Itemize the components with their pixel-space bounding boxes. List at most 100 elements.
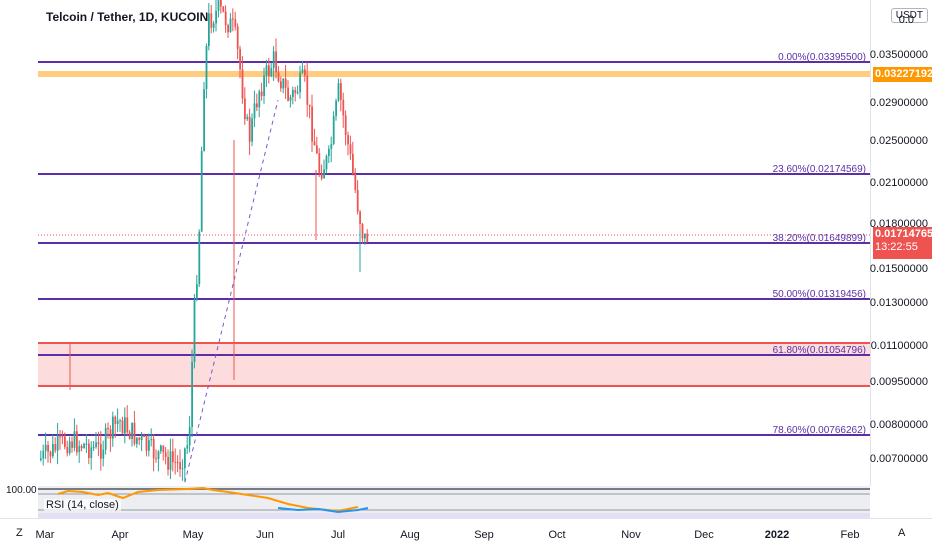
candle-body	[301, 69, 304, 73]
rsi-pane[interactable]: RSI (14, close)	[38, 486, 870, 518]
candle-body	[224, 11, 227, 26]
candle-body	[222, 6, 225, 12]
candle-body	[116, 420, 119, 424]
candle-body	[318, 153, 321, 173]
candle-body	[95, 442, 97, 448]
candle-body	[203, 89, 205, 152]
candle-body	[217, 0, 220, 11]
candle-body	[265, 65, 268, 76]
candle-body	[220, 0, 222, 7]
candle-body	[100, 444, 102, 459]
chart-area[interactable]: 0.00%(0.03395500) 23.60%(0.02174569) 38.20…	[38, 0, 870, 486]
candle-body	[344, 115, 347, 136]
candle-body	[152, 438, 155, 459]
candle-body	[49, 451, 52, 457]
candle-body	[85, 443, 88, 445]
candle-body	[212, 23, 215, 28]
candle-body	[76, 431, 78, 453]
candle-body	[268, 65, 270, 77]
trend-line	[183, 99, 279, 486]
candle-body	[234, 19, 237, 27]
candle-body	[253, 103, 256, 119]
time-label-jul: Jul	[330, 529, 346, 541]
candle-body	[308, 104, 311, 107]
candle-body	[239, 48, 241, 70]
candle-body	[114, 416, 117, 424]
price-tick: 0.03500000	[869, 49, 928, 61]
candle-body	[66, 446, 69, 454]
candle-body	[155, 458, 157, 460]
candle-body	[316, 145, 318, 154]
candle-body	[299, 72, 301, 93]
price-tick: 0.0	[898, 14, 914, 26]
candle-body	[184, 448, 186, 469]
candle-body	[68, 441, 71, 454]
candle-body	[188, 427, 191, 446]
candle-body	[208, 13, 210, 47]
candle-body	[275, 51, 277, 73]
fib-level-label: 23.60%(0.02174569)	[773, 164, 866, 175]
candle-body	[128, 432, 131, 440]
rsi-indicator-label[interactable]: RSI (14, close)	[44, 499, 121, 511]
candle-body	[169, 451, 172, 470]
candle-body	[133, 422, 136, 444]
candle-body	[323, 169, 325, 179]
left-strip	[0, 0, 38, 550]
candle-body	[42, 450, 45, 459]
candle-body	[337, 83, 340, 101]
candle-body	[172, 451, 174, 462]
candle-body	[256, 103, 258, 108]
candle-body	[92, 447, 95, 449]
time-label-2022: 2022	[764, 529, 790, 541]
candle-body	[136, 437, 138, 444]
candle-body	[277, 72, 280, 82]
candle-body	[210, 13, 213, 28]
candle-body	[229, 18, 232, 33]
candle-body	[97, 442, 100, 445]
candle-body	[335, 100, 337, 117]
price-tick: 0.00950000	[869, 376, 928, 388]
candle-body	[263, 75, 265, 96]
time-label-dec: Dec	[694, 529, 714, 541]
time-label-nov: Nov	[621, 529, 641, 541]
candle-body	[320, 172, 323, 179]
time-label-aug: Aug	[400, 529, 420, 541]
candle-body	[227, 25, 229, 33]
time-label-mar: Mar	[35, 529, 55, 541]
time-label-may: May	[182, 529, 204, 541]
candle-body	[176, 462, 179, 464]
candle-body	[186, 445, 189, 449]
candle-body	[150, 438, 153, 441]
candle-body	[366, 233, 369, 243]
auto-scale-a-button[interactable]: A	[898, 527, 906, 539]
fib-level-label: 78.60%(0.00766262)	[773, 425, 866, 436]
chart-canvas[interactable]: 0.00%(0.03395500) 23.60%(0.02174569) 38.20…	[38, 0, 870, 486]
candle-body	[73, 431, 76, 448]
candle-body	[107, 427, 109, 430]
candle-body	[364, 233, 366, 239]
candle-body	[215, 10, 217, 24]
candle-body	[280, 81, 282, 89]
candle-body	[157, 451, 160, 460]
symbol-title[interactable]: Telcoin / Tether, 1D, KUCOIN	[46, 10, 209, 24]
candle-body	[78, 446, 81, 453]
auto-scale-z-button[interactable]: Z	[16, 527, 23, 539]
candle-body	[193, 299, 196, 362]
support-zone	[38, 343, 870, 386]
candle-body	[131, 422, 133, 440]
candle-body	[328, 148, 330, 157]
candle-body	[354, 174, 357, 190]
currency-badge[interactable]: USDT	[890, 8, 928, 23]
price-scale[interactable]: USDT 0.0 0.03500000 0.02900000 0.0250000…	[870, 0, 932, 486]
candle-body	[258, 91, 261, 108]
candle-body	[361, 223, 364, 239]
candle-body	[330, 144, 333, 149]
candle-body	[200, 151, 203, 232]
candle-body	[148, 440, 150, 451]
candle-body	[244, 98, 246, 120]
time-axis[interactable]: Z Mar Apr May Jun Jul Aug Sep Oct Nov De…	[0, 518, 932, 550]
fib-level-label: 50.00%(0.01319456)	[773, 289, 866, 300]
candle-body	[246, 116, 249, 120]
candle-body	[272, 51, 275, 68]
candle-body	[289, 96, 292, 101]
